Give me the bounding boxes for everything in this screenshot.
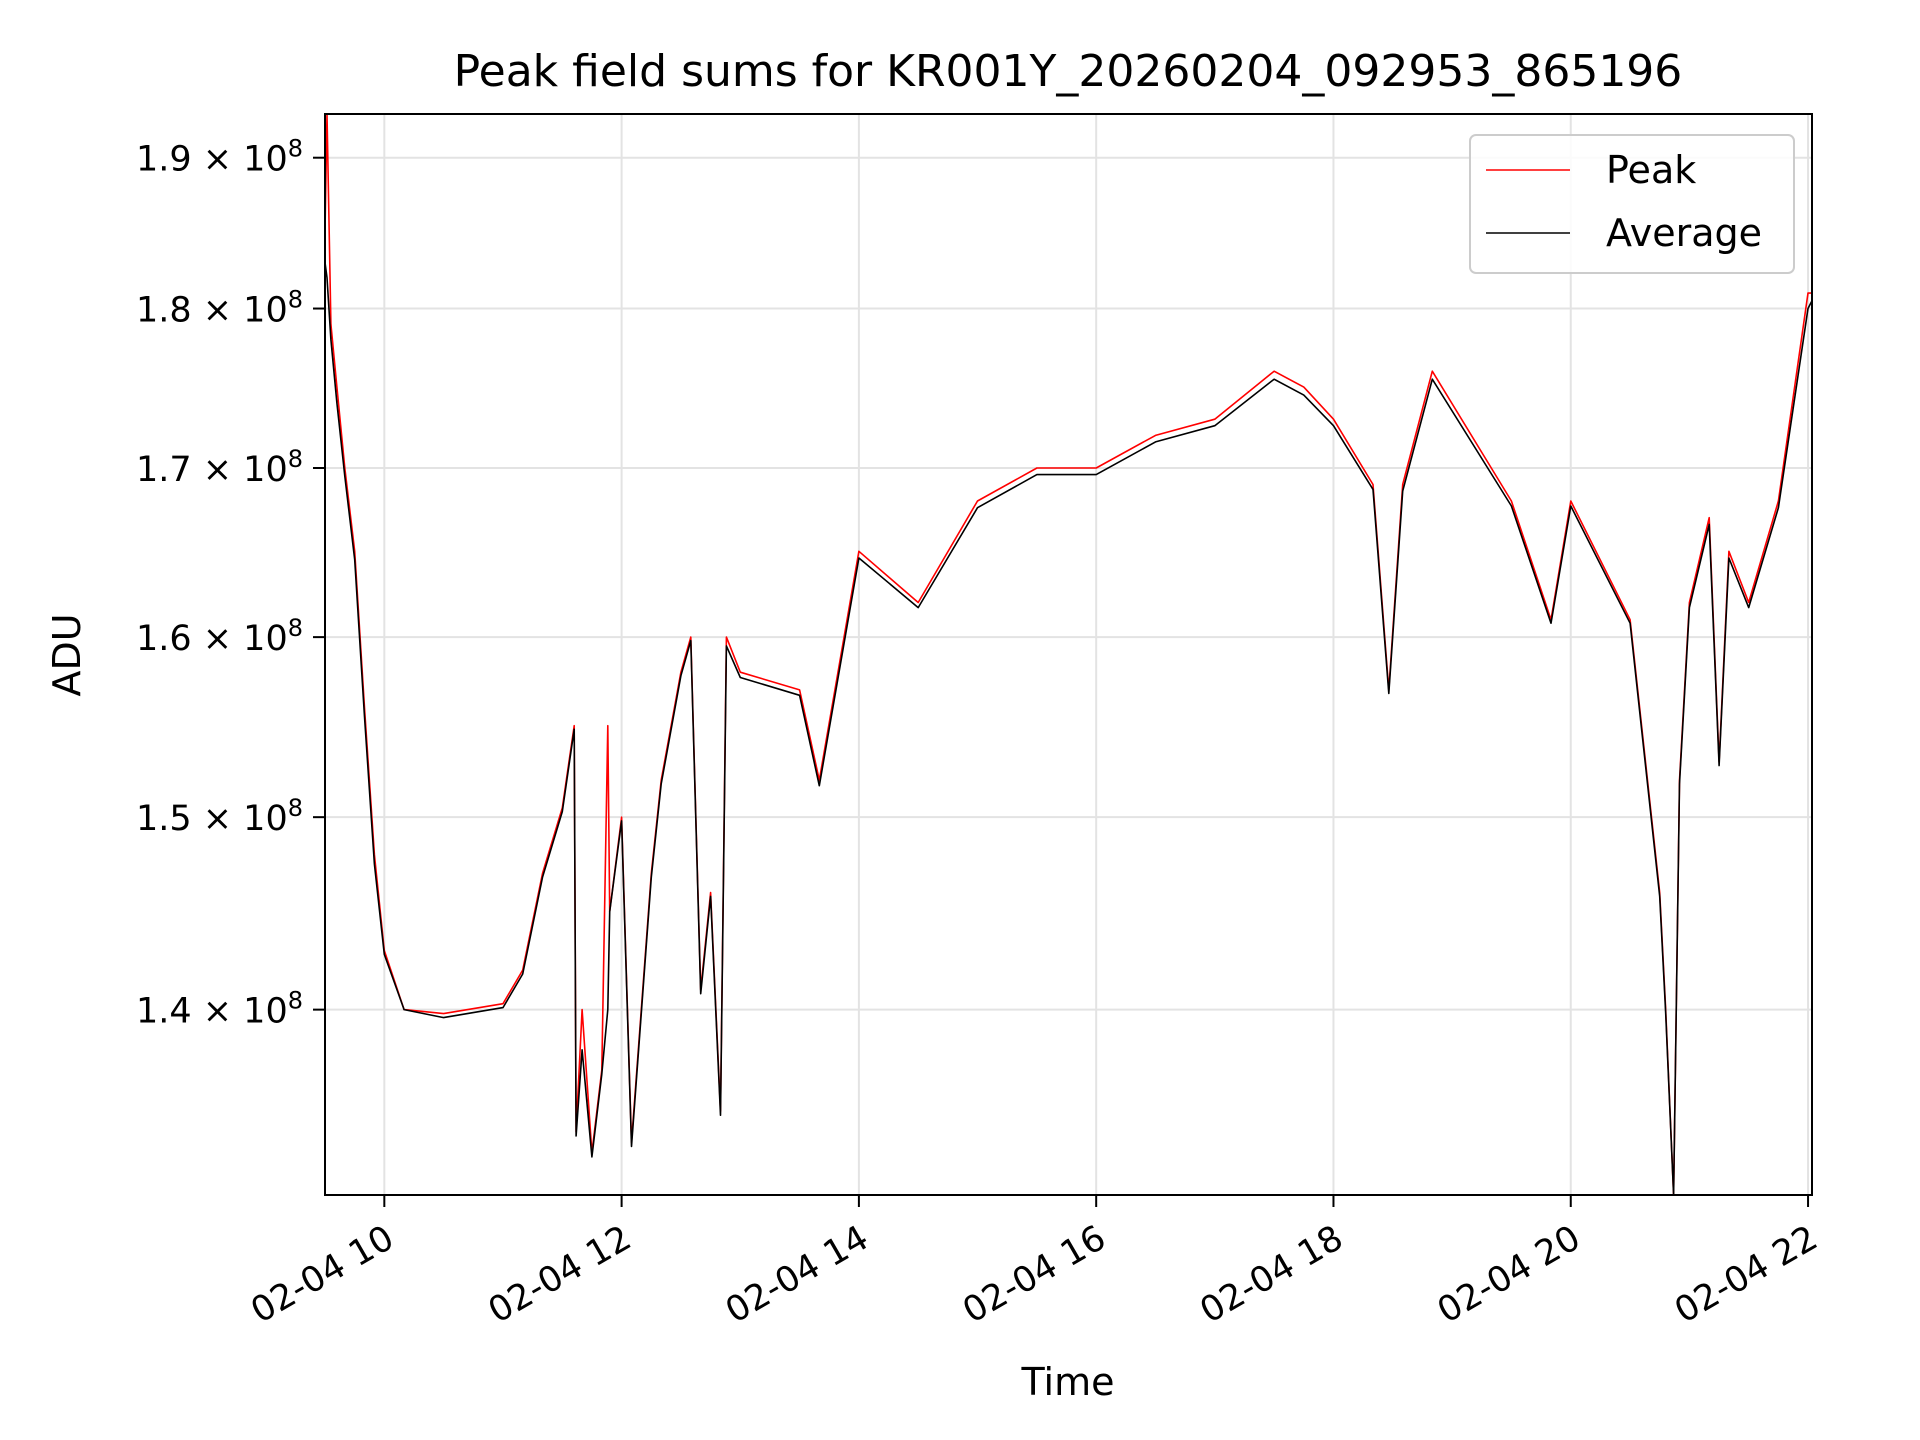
- y-tick-label: 1.7 × 108: [136, 445, 303, 490]
- plot-series: [324, 113, 1813, 1196]
- plot-frame: [324, 113, 1813, 1196]
- x-axis-label: Time: [1021, 1360, 1115, 1404]
- legend: Peak Average: [1469, 134, 1795, 274]
- y-tick-label: 1.8 × 108: [136, 286, 303, 331]
- chart-title: Peak field sums for KR001Y_20260204_0929…: [454, 46, 1683, 97]
- legend-label-average: Average: [1606, 211, 1762, 255]
- y-tick-label: 1.5 × 108: [136, 794, 303, 839]
- y-tick-label: 1.6 × 108: [136, 614, 303, 659]
- y-tick-label: 1.9 × 108: [136, 135, 303, 180]
- legend-label-peak: Peak: [1606, 148, 1696, 192]
- series-line-average: [324, 262, 1813, 1196]
- y-tick-label: 1.4 × 108: [136, 987, 303, 1032]
- y-axis-label: ADU: [45, 613, 89, 696]
